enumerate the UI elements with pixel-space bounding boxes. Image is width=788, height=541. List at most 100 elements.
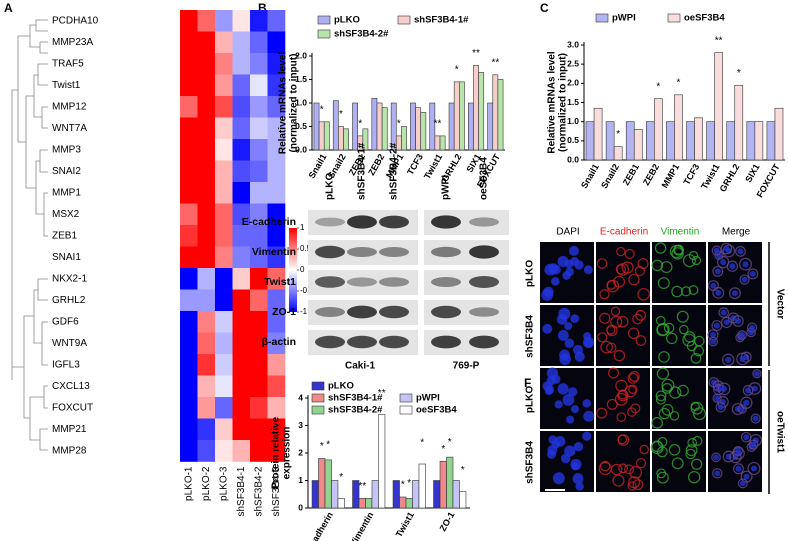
bar [633,129,643,161]
row-label: MMP12 [52,101,87,112]
row-label: shSF3B4 [525,441,536,484]
heatmap-cell [180,354,198,376]
cell [629,466,643,479]
nucleus [713,322,720,329]
bar [401,126,407,151]
cell [598,461,612,476]
row-label: SNAI1 [52,252,81,263]
heatmap-cell [250,182,268,204]
group-label: Vector [774,289,785,320]
nucleus [752,415,759,422]
y-tick-label: 0.5 [567,135,579,145]
y-axis-label: expression [282,427,293,480]
bar [420,112,427,151]
bar [399,496,407,509]
heatmap-cell [180,311,198,333]
significance: * [339,472,343,483]
heatmap-cell [232,74,251,97]
cell [554,435,566,447]
bar [343,128,349,151]
bar [593,107,603,161]
heatmap-cell [232,203,251,226]
cell [733,463,744,475]
row-label: MSX2 [52,209,80,220]
heatmap-cell [215,289,233,312]
cell [628,476,641,489]
heatmap-cell [250,268,268,290]
blot-band [431,215,461,229]
legend-swatch [595,13,609,23]
bar [446,456,454,509]
y-tick-label: 1.5 [295,74,307,84]
significance: ** [491,57,499,68]
bar [371,98,378,151]
nucleus [713,454,720,461]
blot-band [379,305,409,319]
cell [597,332,608,343]
heatmap-cell [180,440,198,462]
nucleus [710,379,717,386]
cell [690,401,700,411]
blot-band [347,335,377,349]
cell [733,445,743,456]
lane-label: pLKO [325,173,336,200]
legend-label: oeSF3B4 [416,405,457,416]
row-label: CXCL13 [52,381,90,392]
y-tick-label: 1.0 [567,116,579,126]
cell [657,277,670,290]
y-tick-label: 1 [298,475,303,485]
legend-swatch [399,393,413,403]
significance: * [407,478,411,489]
cell [687,471,701,484]
bar [429,102,436,151]
y-axis-label: (normalized to input) [289,54,300,153]
cell [691,458,703,470]
heatmap-cell [180,203,198,226]
significance: * [358,119,362,130]
cell [566,415,575,424]
x-tick-label: SIX1 [743,162,761,184]
blot-band [315,217,345,227]
blot-band [347,305,377,319]
heatmap-cell [215,332,233,355]
cell [564,259,574,269]
bar [376,102,383,151]
cell [546,375,556,386]
blot-band [379,277,409,287]
heatmap-cell [267,225,286,247]
cell [711,452,721,463]
cell [656,471,669,484]
y-tick-label: 0.5 [295,121,307,131]
cell [632,313,643,325]
nucleus [716,252,723,259]
column-label: pLKO-2 [201,466,212,501]
y-tick-label: 2.0 [295,50,307,60]
heatmap-cell [197,10,216,32]
heatmap-cell [267,117,286,140]
heatmap-cell [250,53,268,75]
cell [718,307,730,318]
nucleus [743,399,750,406]
y-tick-label: 4 [298,392,303,402]
x-tick-label: TCF3 [681,162,701,186]
heatmap-cell [180,397,198,419]
nucleus [750,441,757,448]
heatmap-cell [250,74,268,97]
cell [660,261,673,274]
bar [613,146,623,161]
nucleus [739,356,746,363]
heatmap-cell [197,139,216,161]
cell [599,289,610,300]
cell [624,248,635,259]
heatmap-cell [267,74,286,97]
bar [415,107,422,151]
nucleus [714,395,721,402]
x-tick-label: Snail1 [579,162,601,190]
cell [655,394,667,405]
cell [552,472,565,485]
nucleus [720,385,727,392]
cell [627,481,637,491]
cell [632,479,644,491]
heatmap-cell [267,31,286,54]
heatmap-cell [250,397,268,419]
